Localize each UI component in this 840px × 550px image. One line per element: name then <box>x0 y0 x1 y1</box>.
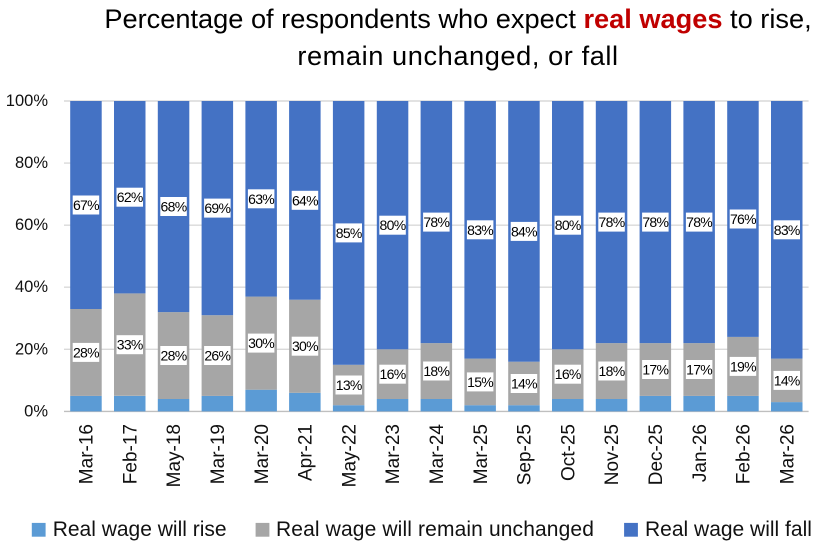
svg-text:0%: 0% <box>24 402 48 420</box>
svg-text:Mar-20: Mar-20 <box>252 424 273 484</box>
svg-text:28%: 28% <box>73 344 99 360</box>
svg-text:Sep-25: Sep-25 <box>515 424 536 485</box>
svg-text:40%: 40% <box>15 278 48 296</box>
svg-text:15%: 15% <box>467 374 493 390</box>
svg-text:30%: 30% <box>292 338 318 354</box>
svg-text:Mar-16: Mar-16 <box>77 424 98 484</box>
svg-text:100%: 100% <box>6 92 49 110</box>
svg-text:80%: 80% <box>555 217 581 233</box>
svg-text:Mar-24: Mar-24 <box>427 424 448 485</box>
svg-text:84%: 84% <box>511 223 537 239</box>
svg-text:Real wage will fall: Real wage will fall <box>645 518 812 541</box>
svg-text:80%: 80% <box>380 217 406 233</box>
svg-text:63%: 63% <box>248 191 274 207</box>
svg-text:14%: 14% <box>511 376 537 392</box>
svg-text:30%: 30% <box>248 335 274 351</box>
svg-text:33%: 33% <box>117 337 143 353</box>
svg-text:85%: 85% <box>336 225 362 241</box>
svg-text:26%: 26% <box>204 348 230 364</box>
svg-text:76%: 76% <box>730 211 756 227</box>
svg-text:78%: 78% <box>642 214 668 230</box>
svg-text:28%: 28% <box>161 348 187 364</box>
svg-text:83%: 83% <box>774 222 800 238</box>
svg-text:78%: 78% <box>423 214 449 230</box>
svg-text:Jan-26: Jan-26 <box>690 424 711 482</box>
svg-text:Mar-19: Mar-19 <box>208 424 229 484</box>
svg-text:19%: 19% <box>730 358 756 374</box>
svg-text:16%: 16% <box>380 366 406 382</box>
svg-text:78%: 78% <box>599 214 625 230</box>
svg-text:Feb-26: Feb-26 <box>734 424 755 484</box>
svg-text:80%: 80% <box>15 154 48 172</box>
svg-text:Mar-26: Mar-26 <box>777 424 798 484</box>
svg-text:18%: 18% <box>423 363 449 379</box>
svg-text:67%: 67% <box>73 197 99 213</box>
svg-text:14%: 14% <box>774 372 800 388</box>
svg-text:Mar-23: Mar-23 <box>383 424 404 484</box>
svg-text:Oct-25: Oct-25 <box>558 424 579 481</box>
svg-text:Real wage will remain unchange: Real wage will remain unchanged <box>276 518 594 541</box>
svg-text:20%: 20% <box>15 340 48 358</box>
svg-text:62%: 62% <box>117 189 143 205</box>
svg-text:13%: 13% <box>336 377 362 393</box>
svg-text:17%: 17% <box>686 362 712 378</box>
svg-text:Real wage will rise: Real wage will rise <box>53 518 227 541</box>
svg-text:Dec-25: Dec-25 <box>646 424 667 485</box>
svg-text:64%: 64% <box>292 192 318 208</box>
svg-text:69%: 69% <box>204 200 230 216</box>
svg-text:16%: 16% <box>555 366 581 382</box>
svg-text:Nov-25: Nov-25 <box>602 424 623 485</box>
svg-text:60%: 60% <box>15 216 48 234</box>
svg-text:May-18: May-18 <box>164 424 185 487</box>
svg-text:68%: 68% <box>161 199 187 215</box>
svg-text:78%: 78% <box>686 214 712 230</box>
svg-text:Feb-17: Feb-17 <box>120 424 141 484</box>
svg-text:17%: 17% <box>642 362 668 378</box>
svg-text:Mar-25: Mar-25 <box>471 424 492 484</box>
svg-text:Apr-21: Apr-21 <box>296 424 317 481</box>
svg-text:18%: 18% <box>599 363 625 379</box>
svg-text:May-22: May-22 <box>339 424 360 487</box>
svg-text:83%: 83% <box>467 222 493 238</box>
